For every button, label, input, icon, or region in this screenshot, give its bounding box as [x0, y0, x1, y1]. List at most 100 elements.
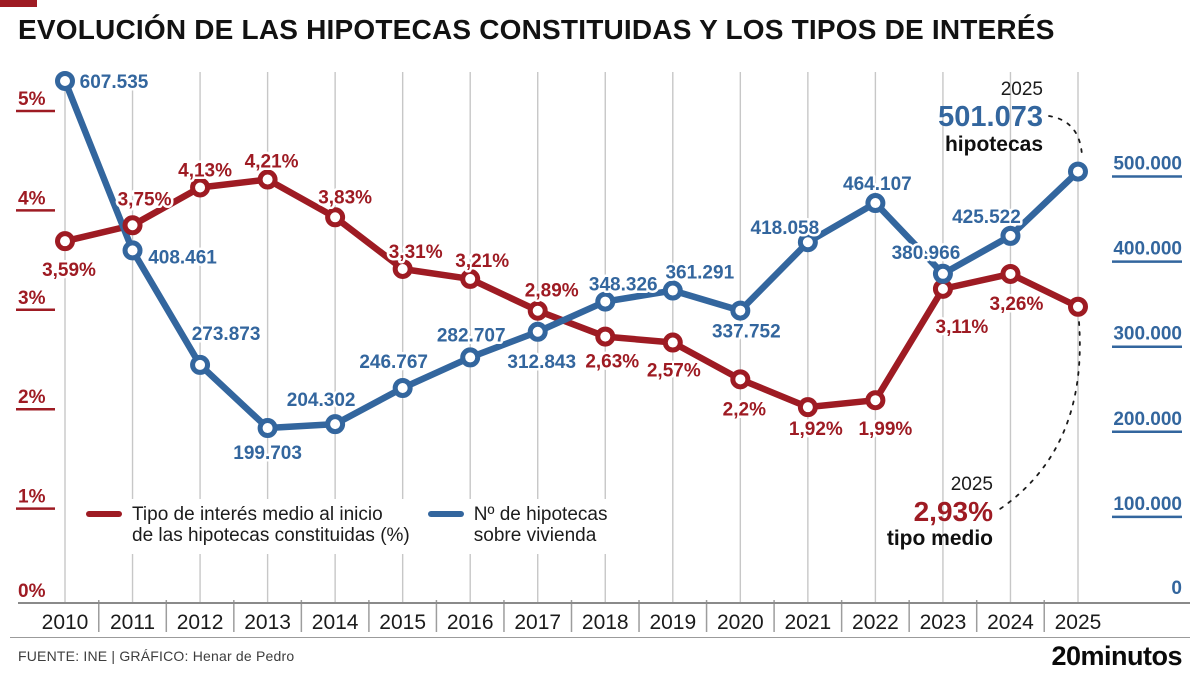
x-axis-label-2024: 2024 [987, 611, 1034, 634]
data-label-left-2022: 1,99% [858, 419, 912, 440]
legend: Tipo de interés medio al inicio de las h… [76, 499, 622, 554]
right-axis-tick-300.000: 300.000 [1113, 324, 1182, 345]
data-label-left-2021: 1,92% [789, 419, 843, 440]
left-axis-tick-3%: 3% [18, 288, 46, 309]
left-axis-tick-4%: 4% [18, 188, 46, 209]
left-axis-tick-2%: 2% [18, 387, 46, 408]
brand-corner-mark [0, 0, 37, 7]
data-label-right-2018: 348.326 [589, 275, 658, 296]
data-point-left-2020 [730, 369, 751, 390]
data-point-right-2024 [1000, 225, 1021, 246]
data-label-left-2011: 3,75% [118, 189, 172, 210]
data-point-left-2019 [662, 332, 683, 353]
data-label-right-2016: 282.707 [437, 325, 506, 346]
x-axis-label-2015: 2015 [379, 611, 426, 634]
annotation-value: 2,93% [913, 495, 993, 527]
data-point-right-2016 [460, 347, 481, 368]
annotation-label: hipotecas [944, 132, 1043, 156]
footer: FUENTE: INE | GRÁFICO: Henar de Pedro 20… [10, 637, 1190, 674]
data-point-left-2024 [1000, 263, 1021, 284]
legend-item-interest-rate: Tipo de interés medio al inicio de las h… [86, 504, 410, 546]
x-axis-label-2014: 2014 [312, 611, 359, 634]
right-axis-tick-400.000: 400.000 [1113, 239, 1182, 260]
x-axis-label-2017: 2017 [514, 611, 561, 634]
data-point-right-2023 [932, 263, 953, 284]
data-label-left-2024: 3,26% [990, 294, 1044, 315]
data-point-right-2020 [730, 300, 751, 321]
data-point-left-2016 [460, 268, 481, 289]
annotation-2025-hipotecas: 2025 501.073 hipotecas [938, 79, 1043, 157]
data-label-right-2023: 380.966 [892, 243, 961, 264]
data-point-left-2012 [190, 177, 211, 198]
left-axis-tick-0%: 0% [18, 581, 46, 602]
data-label-left-2012: 4,13% [178, 160, 232, 181]
data-label-right-2010: 607.535 [80, 72, 149, 93]
x-axis-label-2025: 2025 [1055, 611, 1102, 634]
page-title: EVOLUCIÓN DE LAS HIPOTECAS CONSTITUIDAS … [18, 14, 1055, 45]
x-axis-label-2022: 2022 [852, 611, 899, 634]
annotation-value: 501.073 [938, 100, 1043, 133]
series-line-right [61, 77, 1082, 432]
x-axis-label-2016: 2016 [447, 611, 494, 634]
legend-label-interest-rate: Tipo de interés medio al inicio de las h… [132, 504, 410, 546]
data-point-left-2014 [325, 207, 346, 228]
data-label-right-2024: 425.522 [952, 207, 1021, 228]
left-axis-tick-5%: 5% [18, 89, 46, 110]
source-credit: FUENTE: INE | GRÁFICO: Henar de Pedro [18, 648, 295, 664]
brand-logo: 20minutos [1051, 640, 1182, 671]
data-label-right-2022: 464.107 [843, 174, 912, 195]
legend-item-mortgage-count: Nº de hipotecas sobre vivienda [427, 504, 608, 546]
data-label-left-2015: 3,31% [389, 242, 443, 263]
data-label-left-2017: 2,89% [525, 281, 579, 302]
data-point-left-2010 [55, 231, 75, 252]
data-point-right-2021 [797, 232, 818, 253]
x-axis-label-2011: 2011 [110, 611, 155, 634]
data-point-right-2022 [865, 193, 886, 214]
data-label-right-2015: 246.767 [359, 352, 428, 373]
x-axis-label-2023: 2023 [920, 611, 967, 634]
annotation-year: 2025 [1000, 79, 1043, 100]
annotation-label: tipo medio [886, 526, 993, 550]
legend-line: Nº de hipotecas [473, 504, 608, 525]
data-point-left-2017 [527, 300, 548, 321]
data-point-right-2019 [662, 280, 683, 301]
data-point-right-2012 [190, 354, 211, 375]
right-axis-tick-0: 0 [1171, 578, 1182, 599]
legend-label-mortgage-count: Nº de hipotecas sobre vivienda [474, 504, 608, 546]
interest-rate-swatch-icon [86, 511, 122, 517]
data-label-left-2010: 3,59% [42, 260, 96, 281]
data-point-right-2011 [122, 240, 143, 261]
x-axis-label-2020: 2020 [717, 611, 764, 634]
data-label-left-2016: 3,21% [455, 251, 509, 272]
data-label-right-2021: 418.058 [751, 218, 820, 239]
data-label-right-2011: 408.461 [148, 247, 217, 268]
series-line-left [61, 176, 1082, 411]
data-point-left-2022 [865, 390, 886, 411]
x-axis-label-2013: 2013 [244, 611, 291, 634]
annotation-year: 2025 [950, 474, 993, 495]
data-point-left-2025 [1067, 296, 1088, 317]
data-point-right-2014 [325, 414, 346, 435]
x-axis-label-2019: 2019 [649, 611, 696, 634]
right-axis-tick-200.000: 200.000 [1113, 409, 1182, 430]
data-label-left-2013: 4,21% [245, 152, 299, 173]
data-label-left-2014: 3,83% [318, 187, 372, 208]
annotation-connector-hipotecas [1048, 115, 1083, 157]
data-point-left-2015 [392, 258, 413, 279]
data-point-left-2021 [797, 397, 818, 418]
x-axis-label-2018: 2018 [582, 611, 629, 634]
data-point-right-2010 [55, 70, 75, 91]
data-label-right-2012: 273.873 [192, 324, 261, 345]
x-axis-label-2010: 2010 [42, 611, 89, 634]
data-label-right-2017: 312.843 [507, 352, 576, 373]
right-axis-tick-500.000: 500.000 [1113, 154, 1182, 175]
data-label-right-2020: 337.752 [712, 322, 781, 343]
data-point-right-2017 [527, 321, 548, 342]
legend-line: Tipo de interés medio al inicio [132, 504, 383, 525]
legend-line: sobre vivienda [473, 525, 597, 546]
left-axis-tick-1%: 1% [18, 487, 46, 508]
annotation-connector-tipo-medio [999, 321, 1081, 510]
data-label-left-2018: 2,63% [585, 352, 639, 373]
